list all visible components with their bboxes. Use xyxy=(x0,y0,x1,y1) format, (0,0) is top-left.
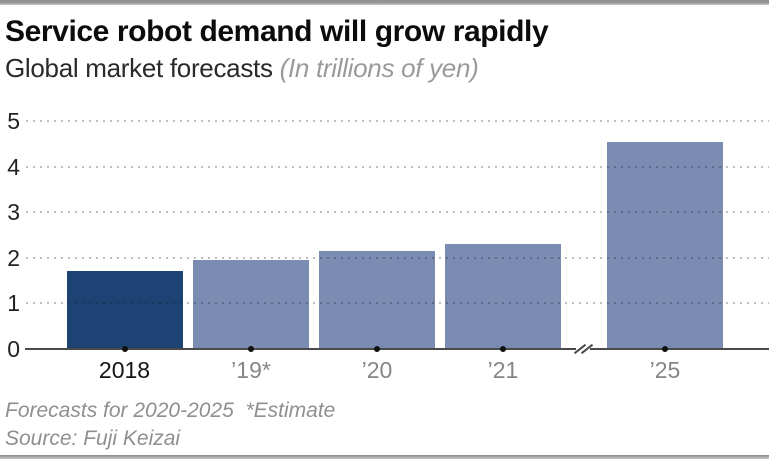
gridline xyxy=(26,165,769,168)
x-axis-tick-label: ’21 xyxy=(487,357,519,383)
x-axis-tick-dot xyxy=(248,346,254,352)
y-axis-tick-label: 5 xyxy=(7,108,20,134)
axis-break-gap xyxy=(576,346,590,352)
y-axis-tick-label: 3 xyxy=(7,199,20,226)
x-axis-tick-label: ’25 xyxy=(649,357,681,383)
top-border-rule xyxy=(0,0,769,5)
footnote: Forecasts for 2020-2025 *Estimate xyxy=(5,399,336,422)
bottom-border-rule xyxy=(0,455,769,459)
gridline xyxy=(26,211,769,214)
x-axis-tick-dot xyxy=(662,346,668,352)
x-axis-line xyxy=(25,348,769,350)
subtitle-text: Global market forecasts xyxy=(5,53,273,83)
bar-21 xyxy=(445,244,561,349)
x-axis-tick-label: 2018 xyxy=(98,357,151,383)
y-axis-tick-label: 2 xyxy=(7,244,20,271)
x-axis-tick-dot xyxy=(121,346,128,352)
gridline xyxy=(26,120,769,122)
chart-title: Service robot demand will grow rapidly xyxy=(5,15,549,48)
gridline xyxy=(26,256,769,259)
bar-20 xyxy=(319,250,435,349)
source-credit: Source: Fuji Keizai xyxy=(5,427,181,450)
chart-subtitle: Global market forecasts (In trillions of… xyxy=(5,53,765,84)
y-axis-tick-label: 1 xyxy=(7,290,20,317)
x-axis-tick-dot xyxy=(374,346,380,352)
x-axis-tick-dot xyxy=(500,346,506,352)
x-axis-tick-label: ’19* xyxy=(231,357,271,383)
gridline xyxy=(26,302,769,305)
bar-2018 xyxy=(66,271,183,349)
subtitle-unit-note: (In trillions of yen) xyxy=(279,53,479,83)
bar-19 xyxy=(193,260,309,349)
bar-25 xyxy=(607,141,723,349)
y-axis-tick-label: 0 xyxy=(7,336,20,362)
x-axis-tick-label: ’20 xyxy=(361,357,393,383)
y-axis-tick-label: 4 xyxy=(7,153,20,180)
